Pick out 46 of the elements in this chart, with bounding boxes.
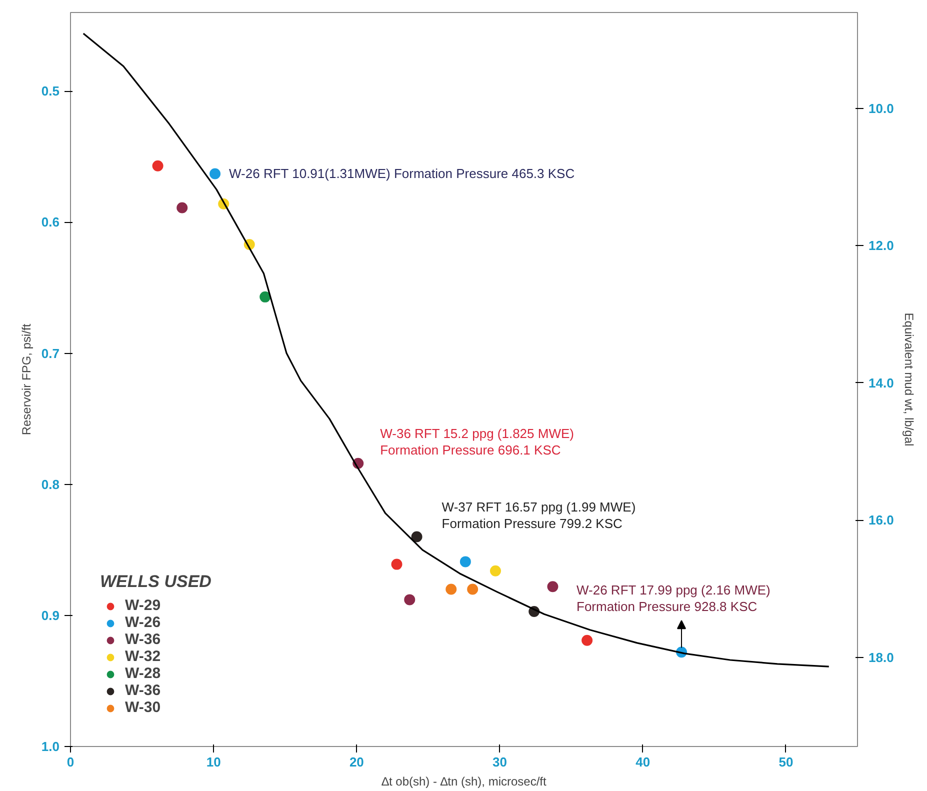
y2-tick-label: 14.0 [868, 375, 894, 390]
point [547, 581, 558, 592]
point [260, 291, 271, 302]
point [460, 556, 471, 568]
y2-tick-label: 18.0 [868, 650, 894, 665]
point [152, 160, 164, 172]
annotation: W-37 RFT 16.57 ppg (1.99 MWE) Formation Pressure 799.2 KSC [442, 499, 636, 531]
x-tick-label: 30 [492, 754, 508, 770]
y2-tick-label: 16.0 [868, 512, 894, 528]
x-tick-label: 0 [66, 754, 74, 770]
x-tick-label: 20 [349, 754, 364, 770]
x-tick-label: 50 [778, 754, 794, 770]
point [210, 168, 221, 180]
x-tick-label: 40 [636, 754, 650, 770]
y2-axis-title: Equivalent mud wt, lb/gal [902, 312, 916, 446]
point [411, 531, 422, 542]
point [582, 634, 593, 646]
point [391, 558, 402, 570]
point [490, 565, 501, 576]
y-tick-label: 0.8 [41, 476, 60, 492]
legend-label: W-29 [125, 597, 161, 614]
point [467, 584, 478, 595]
y-tick-label: 1.0 [41, 739, 60, 754]
legend-label: W-28 [125, 665, 161, 682]
annotation: W-26 RFT 10.91(1.31MWE) Formation Pressure 465.3 KSC [229, 166, 575, 182]
x-axis-title: ∆t ob(sh) - ∆tn (sh), microsec/ft [382, 774, 548, 788]
y-tick-label: 0.7 [41, 346, 60, 361]
y-tick-label: 0.6 [41, 214, 60, 230]
y-axis-title: Reservoir FPG, psi/ft [19, 323, 34, 436]
legend-label: W-32 [125, 648, 161, 665]
y-tick-label: 0.9 [41, 608, 60, 623]
y-tick-label: 0.5 [41, 84, 60, 99]
legend-label: W-26 [125, 614, 161, 631]
point [176, 202, 188, 214]
legend-label: W-30 [125, 699, 161, 716]
line-series [82, 32, 830, 668]
legend-label: W-36 [125, 682, 161, 699]
y2-tick-label: 10.0 [868, 101, 894, 116]
y2-tick-label: 12.0 [868, 238, 894, 254]
legend-title: WELLS USED [100, 572, 212, 592]
x-tick-label: 10 [206, 754, 221, 770]
point [446, 584, 457, 595]
annotation: W-36 RFT 15.2 ppg (1.825 MWE) Formation Pressure 696.1 KSC [380, 426, 574, 458]
legend-label: W-36 [125, 631, 161, 648]
point [404, 594, 416, 606]
annotation: W-26 RFT 17.99 ppg (2.16 MWE) Formation Pressure 928.8 KSC [576, 582, 770, 614]
